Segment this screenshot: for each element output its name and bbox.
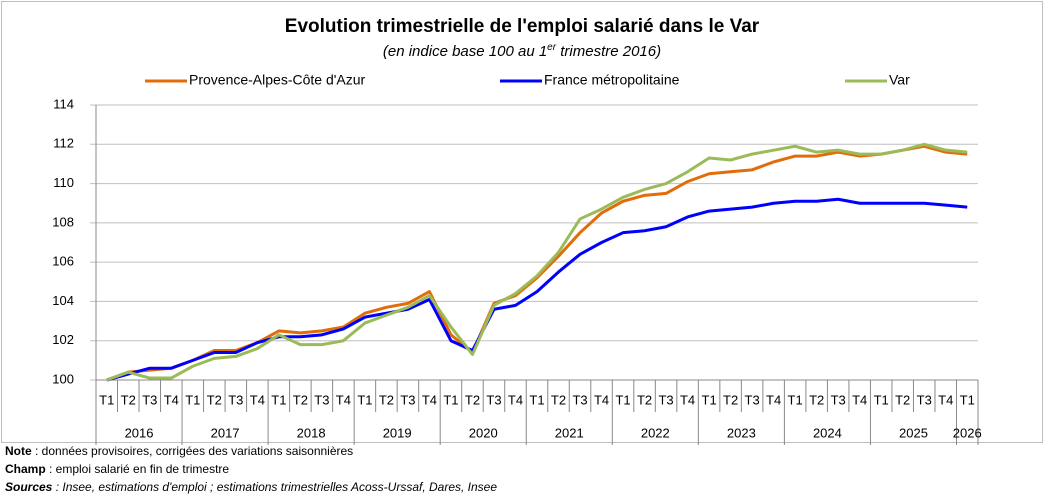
subtitle-sup: er	[547, 42, 557, 53]
x-tick-label: T3	[917, 392, 932, 407]
x-tick-label: T2	[551, 392, 566, 407]
y-tick-label: 112	[53, 136, 74, 151]
year-label: 2019	[383, 425, 412, 440]
x-tick-label: T2	[465, 392, 480, 407]
year-label: 2016	[125, 425, 154, 440]
x-tick-label: T3	[831, 392, 846, 407]
x-tick-label: T2	[637, 392, 652, 407]
x-tick-label: T4	[594, 392, 609, 407]
x-tick-label: T3	[142, 392, 157, 407]
year-label: 2021	[555, 425, 584, 440]
x-tick-label: T2	[723, 392, 738, 407]
x-tick-label: T1	[874, 392, 889, 407]
x-tick-label: T4	[336, 392, 351, 407]
y-tick-label: 114	[53, 96, 74, 111]
x-tick-label: T1	[357, 392, 372, 407]
legend-label: Provence-Alpes-Côte d'Azur	[189, 72, 366, 88]
year-label: 2024	[813, 425, 842, 440]
x-tick-label: T4	[852, 392, 867, 407]
year-label: 2022	[641, 425, 670, 440]
y-tick-label: 102	[52, 332, 74, 347]
x-tick-label: T1	[271, 392, 286, 407]
x-tick-label: T4	[422, 392, 437, 407]
y-tick-label: 106	[52, 254, 74, 269]
x-tick-label: T3	[572, 392, 587, 407]
note: Note : données provisoires, corrigées de…	[5, 444, 353, 458]
year-label: 2023	[727, 425, 756, 440]
note-label: Note	[5, 444, 32, 458]
chart-frame	[1, 1, 1043, 443]
x-tick-label: T1	[443, 392, 458, 407]
y-tick-label: 104	[52, 293, 74, 308]
x-tick-label: T3	[400, 392, 415, 407]
x-tick-label: T2	[809, 392, 824, 407]
x-tick-label: T3	[228, 392, 243, 407]
note-label: Champ	[5, 462, 46, 476]
x-tick-label: T1	[99, 392, 114, 407]
x-tick-label: T1	[529, 392, 544, 407]
x-tick-label: T4	[680, 392, 695, 407]
note-label: Sources	[5, 480, 53, 494]
x-tick-label: T4	[766, 392, 781, 407]
x-tick-label: T2	[895, 392, 910, 407]
x-tick-label: T1	[788, 392, 803, 407]
note-text: : données provisoires, corrigées des var…	[32, 444, 354, 458]
x-tick-label: T2	[293, 392, 308, 407]
year-label: 2026	[953, 425, 982, 440]
year-label: 2017	[211, 425, 240, 440]
x-tick-label: T1	[185, 392, 200, 407]
legend-label: France métropolitaine	[544, 72, 680, 88]
x-tick-label: T2	[379, 392, 394, 407]
subtitle-part: (en indice base 100 au 1	[383, 43, 547, 60]
x-tick-label: T3	[745, 392, 760, 407]
year-label: 2018	[297, 425, 326, 440]
note: Champ : emploi salarié en fin de trimest…	[5, 462, 229, 476]
note-text: : emploi salarié en fin de trimestre	[46, 462, 230, 476]
series-line	[106, 197, 968, 382]
y-tick-label: 100	[52, 371, 74, 386]
x-tick-label: T3	[314, 392, 329, 407]
x-tick-label: T4	[164, 392, 179, 407]
x-tick-label: T4	[250, 392, 265, 407]
x-tick-label: T2	[207, 392, 222, 407]
x-tick-label: T4	[938, 392, 953, 407]
x-tick-label: T2	[121, 392, 136, 407]
x-tick-label: T4	[508, 392, 523, 407]
x-tick-label: T3	[658, 392, 673, 407]
legend-label: Var	[889, 72, 910, 88]
x-tick-label: T3	[486, 392, 501, 407]
y-tick-label: 108	[52, 214, 74, 229]
chart-subtitle: (en indice base 100 au 1er trimestre 201…	[383, 42, 661, 60]
series-line	[106, 142, 968, 382]
subtitle-part: trimestre 2016)	[556, 43, 661, 60]
x-tick-label: T1	[615, 392, 630, 407]
y-tick-label: 110	[53, 175, 74, 190]
year-label: 2020	[469, 425, 498, 440]
note-text: : Insee, estimations d'emploi ; estimati…	[52, 480, 497, 494]
note: Sources : Insee, estimations d'emploi ; …	[5, 480, 497, 494]
x-tick-label: T1	[702, 392, 717, 407]
chart-title: Evolution trimestrielle de l'emploi sala…	[285, 16, 760, 37]
x-tick-label: T1	[960, 392, 975, 407]
year-label: 2025	[899, 425, 928, 440]
